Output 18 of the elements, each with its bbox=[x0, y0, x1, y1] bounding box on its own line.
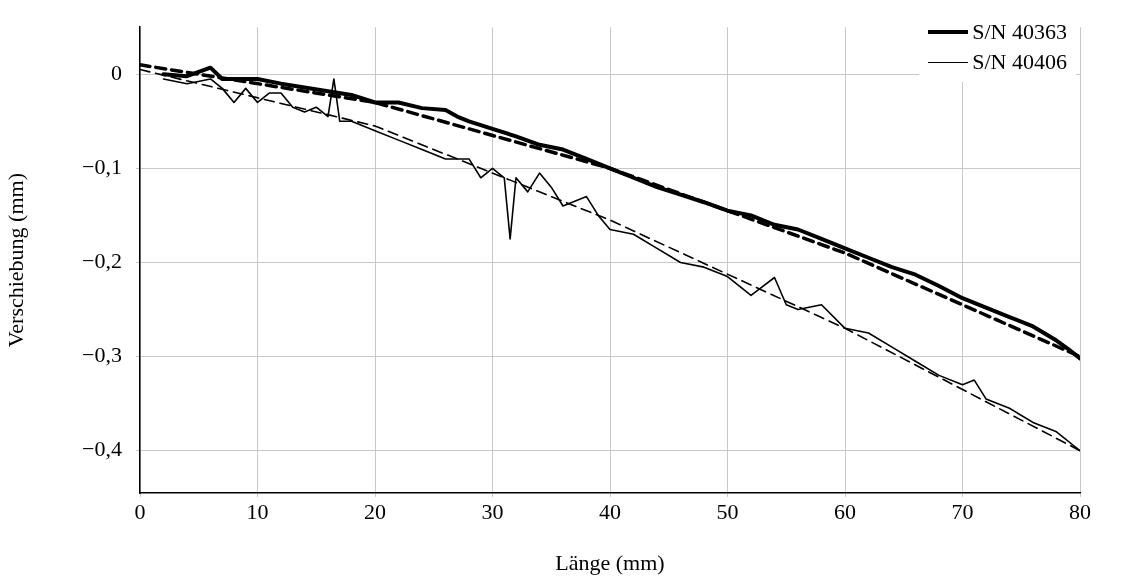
x-tick-label: 30 bbox=[481, 498, 504, 524]
x-tick-label: 0 bbox=[134, 498, 146, 524]
x-tick-label: 10 bbox=[246, 498, 269, 524]
x-tick-label: 80 bbox=[1069, 498, 1091, 524]
legend-label: S/N 40406 bbox=[972, 48, 1067, 76]
y-tick-label: −0,4 bbox=[82, 436, 122, 462]
y-tick-label: −0,1 bbox=[82, 154, 122, 180]
y-axis-title: Verschiebung (mm) bbox=[2, 173, 28, 348]
legend-label: S/N 40363 bbox=[972, 18, 1067, 46]
x-tick-label: 70 bbox=[951, 498, 974, 524]
x-tick-label: 20 bbox=[364, 498, 386, 524]
y-tick-label: −0,2 bbox=[82, 248, 122, 274]
x-tick-label: 60 bbox=[834, 498, 856, 524]
x-axis-title: Länge (mm) bbox=[555, 549, 665, 575]
y-tick-label: −0,3 bbox=[82, 342, 122, 368]
x-tick-label: 40 bbox=[599, 498, 621, 524]
y-tick-label: 0 bbox=[111, 60, 122, 86]
x-tick-label: 50 bbox=[716, 498, 739, 524]
